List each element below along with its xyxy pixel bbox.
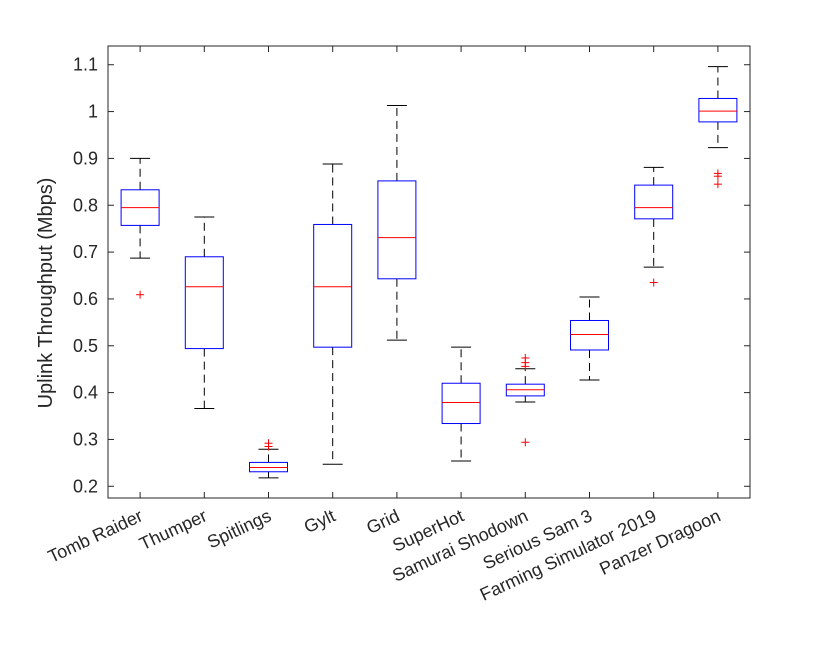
iqr-box [313, 223, 353, 348]
y-tick-label: 1.1 [73, 55, 98, 75]
iqr-box [377, 180, 417, 280]
box-gylt [313, 163, 353, 465]
box-serious-sam-3 [570, 296, 609, 381]
box-farming-simulator-2019 [634, 166, 674, 287]
outlier-marker [521, 353, 530, 362]
box-samurai-shodown [505, 353, 545, 447]
outlier-marker [264, 439, 273, 448]
outlier-marker [521, 438, 530, 447]
iqr-box [184, 256, 224, 350]
box-thumper [184, 216, 224, 410]
plot-area [120, 66, 738, 479]
y-tick-label: 0.5 [73, 336, 98, 356]
x-tick-label: Grid [363, 505, 402, 538]
iqr-box [634, 184, 674, 220]
y-tick-label: 0.3 [73, 429, 98, 449]
y-tick-label: 0.2 [73, 476, 98, 496]
box-tomb-raider [120, 157, 160, 299]
box-grid [377, 104, 417, 341]
x-tick-label: Gylt [301, 505, 338, 537]
y-tick-label: 1 [88, 102, 98, 122]
y-tick-label: 0.8 [73, 195, 98, 215]
box-panzer-dragoon [698, 66, 738, 189]
axes-frame [107, 45, 751, 499]
x-tick-label: Tomb Raider [45, 505, 146, 566]
box-spitlings [249, 439, 288, 479]
x-tick-label: Thumper [136, 505, 210, 554]
iqr-box [441, 382, 481, 425]
iqr-box [570, 319, 609, 351]
y-tick-label: 0.4 [73, 383, 98, 403]
y-axis-label: Uplink Throughput (Mbps) [35, 178, 57, 409]
y-tick-label: 0.6 [73, 289, 98, 309]
outlier-marker [713, 169, 722, 178]
y-tick-label: 0.7 [73, 242, 98, 262]
x-tick-label: Spitlings [204, 505, 274, 552]
outlier-marker [649, 278, 658, 287]
axes: 0.2 0.3 0.4 0.5 0.6 0.7 0.8 0.9 1 1.1 Tomb RaiderT… [45, 45, 751, 605]
y-tick-label: 0.9 [73, 148, 98, 168]
outlier-marker [136, 290, 145, 299]
box-superhot [441, 346, 481, 462]
outlier-marker [713, 180, 722, 189]
iqr-box [698, 97, 738, 123]
